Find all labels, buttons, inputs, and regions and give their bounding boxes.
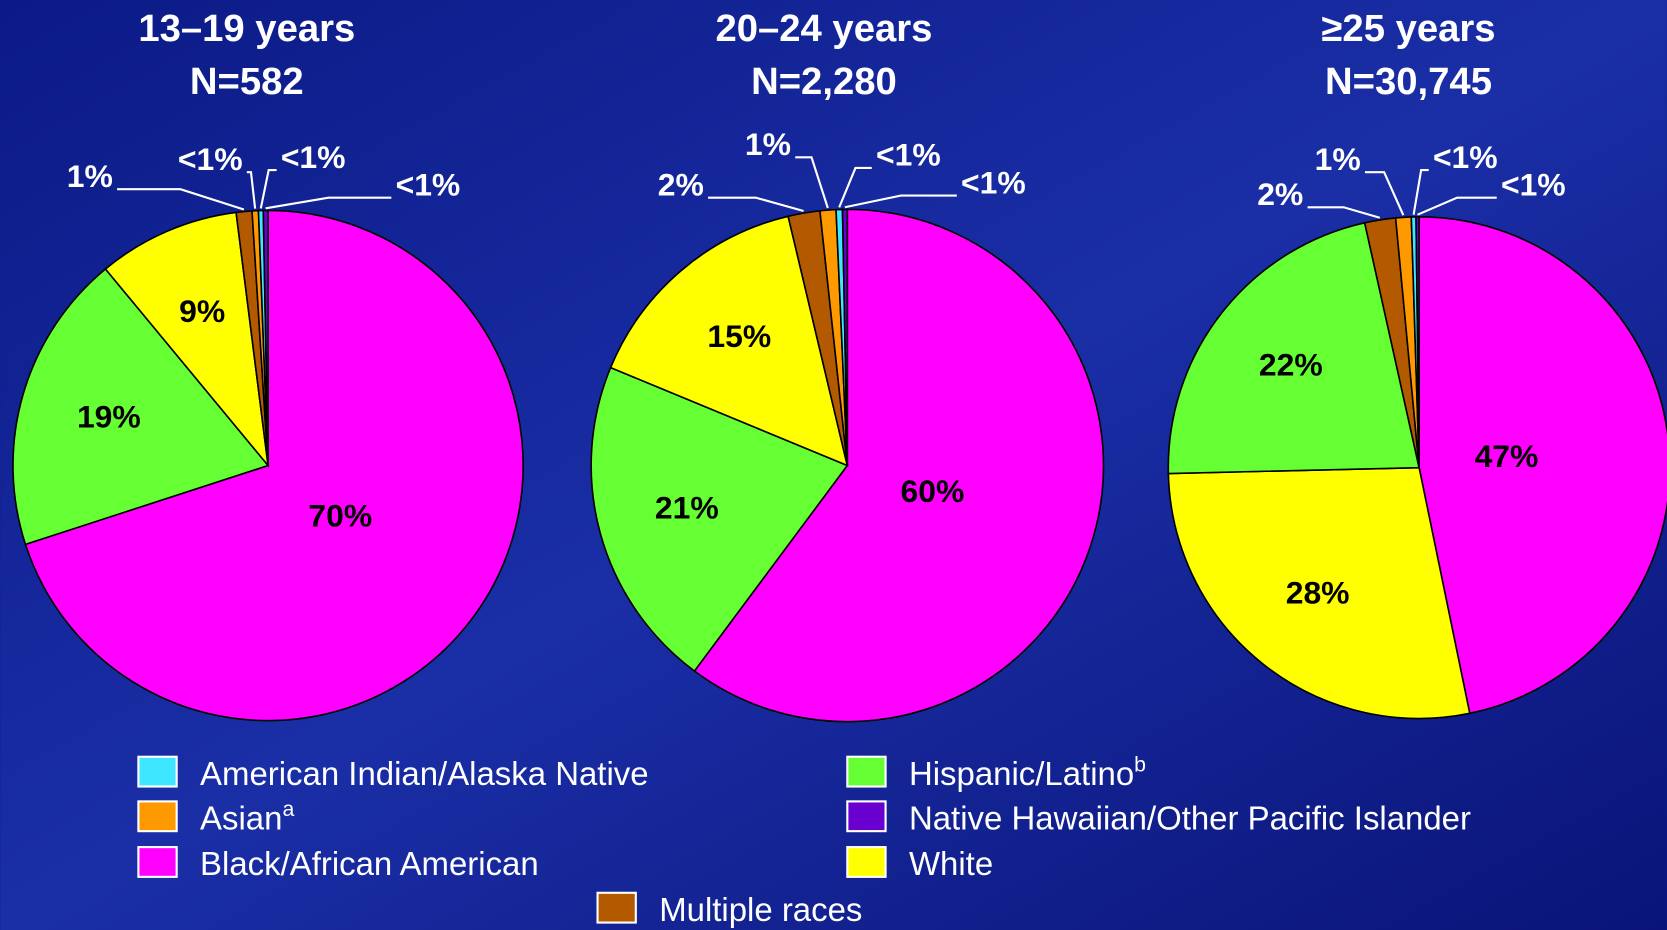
data-label: 21%	[655, 489, 719, 525]
leader-line	[795, 156, 829, 209]
data-label: 1%	[1315, 141, 1361, 177]
pie-slice	[693, 208, 1105, 723]
pie-slice	[1418, 216, 1667, 715]
legend-name: Hispanic/Latino	[909, 755, 1134, 792]
leader-line	[1364, 171, 1405, 216]
legend-superscript: a	[282, 797, 294, 821]
data-label: 60%	[901, 473, 965, 509]
pie-slice	[24, 209, 524, 722]
leader-line	[1412, 168, 1429, 215]
leader-line	[259, 168, 277, 209]
pie-slice	[12, 267, 270, 546]
chart-title: 13–19 years	[138, 7, 355, 50]
legend-label: Native Hawaiian/Other Pacific Islander	[909, 799, 1471, 836]
leader-line	[1307, 206, 1381, 219]
legend-name: Native Hawaiian/Other Pacific Islander	[909, 799, 1471, 836]
chart-title: 20–24 years	[715, 7, 932, 50]
pie-slice	[262, 209, 269, 466]
data-label: 47%	[1475, 438, 1539, 474]
data-label: <1%	[178, 141, 243, 177]
legend-name: American Indian/Alaska Native	[200, 755, 649, 792]
data-label: 70%	[308, 497, 372, 533]
data-label: 1%	[745, 126, 791, 162]
data-label: <1%	[396, 166, 461, 202]
legend-swatch	[596, 891, 637, 924]
data-label: 2%	[658, 166, 704, 202]
data-label: 2%	[1257, 176, 1303, 212]
data-label: 15%	[707, 318, 771, 354]
legend-name: White	[909, 845, 993, 882]
chart-subtitle: N=30,745	[1325, 60, 1492, 103]
legend-name: Multiple races	[659, 891, 862, 928]
data-label: <1%	[1501, 166, 1566, 202]
legend-label: Asiana	[200, 797, 294, 837]
data-label: 22%	[1259, 347, 1323, 383]
legend-label: American Indian/Alaska Native	[200, 755, 649, 792]
data-label: 28%	[1286, 575, 1350, 611]
leader-line	[844, 194, 957, 209]
legend-swatch	[846, 800, 887, 833]
legend-label: Hispanic/Latinob	[909, 752, 1146, 792]
data-label: 9%	[179, 293, 225, 329]
leader-line	[117, 188, 245, 211]
pie-slice	[609, 215, 849, 467]
data-label: 1%	[67, 158, 113, 194]
data-label: <1%	[961, 164, 1026, 200]
leader-line	[838, 166, 872, 208]
pie-slice	[590, 366, 849, 673]
legend-swatch	[137, 800, 178, 833]
data-label: <1%	[281, 139, 346, 175]
legend-swatch	[846, 755, 887, 788]
chart-subtitle: N=2,280	[751, 60, 897, 103]
legend-name: Black/African American	[200, 845, 539, 882]
legend-name: Asian	[200, 799, 282, 836]
legend-swatch	[137, 755, 178, 788]
legend-label: Multiple races	[659, 891, 862, 928]
pie-slice	[104, 211, 270, 469]
pie-slice	[1167, 221, 1421, 475]
legend-swatch	[137, 846, 178, 878]
pie-slice	[841, 208, 849, 466]
legend-swatch	[846, 846, 887, 878]
legend-label: Black/African American	[200, 845, 539, 882]
leader-line	[708, 196, 804, 213]
chart-title: ≥25 years	[1321, 7, 1495, 50]
pie-slice	[1415, 216, 1420, 468]
legend-label: White	[909, 845, 993, 882]
legend-superscript: b	[1134, 752, 1146, 776]
chart-subtitle: N=582	[190, 60, 304, 103]
leader-line	[1417, 196, 1497, 216]
leader-line	[265, 196, 392, 210]
pie-slice	[1167, 466, 1471, 720]
leader-line	[246, 171, 257, 209]
data-label: 19%	[77, 399, 141, 435]
data-label: <1%	[1433, 139, 1498, 175]
data-label: <1%	[876, 137, 941, 173]
